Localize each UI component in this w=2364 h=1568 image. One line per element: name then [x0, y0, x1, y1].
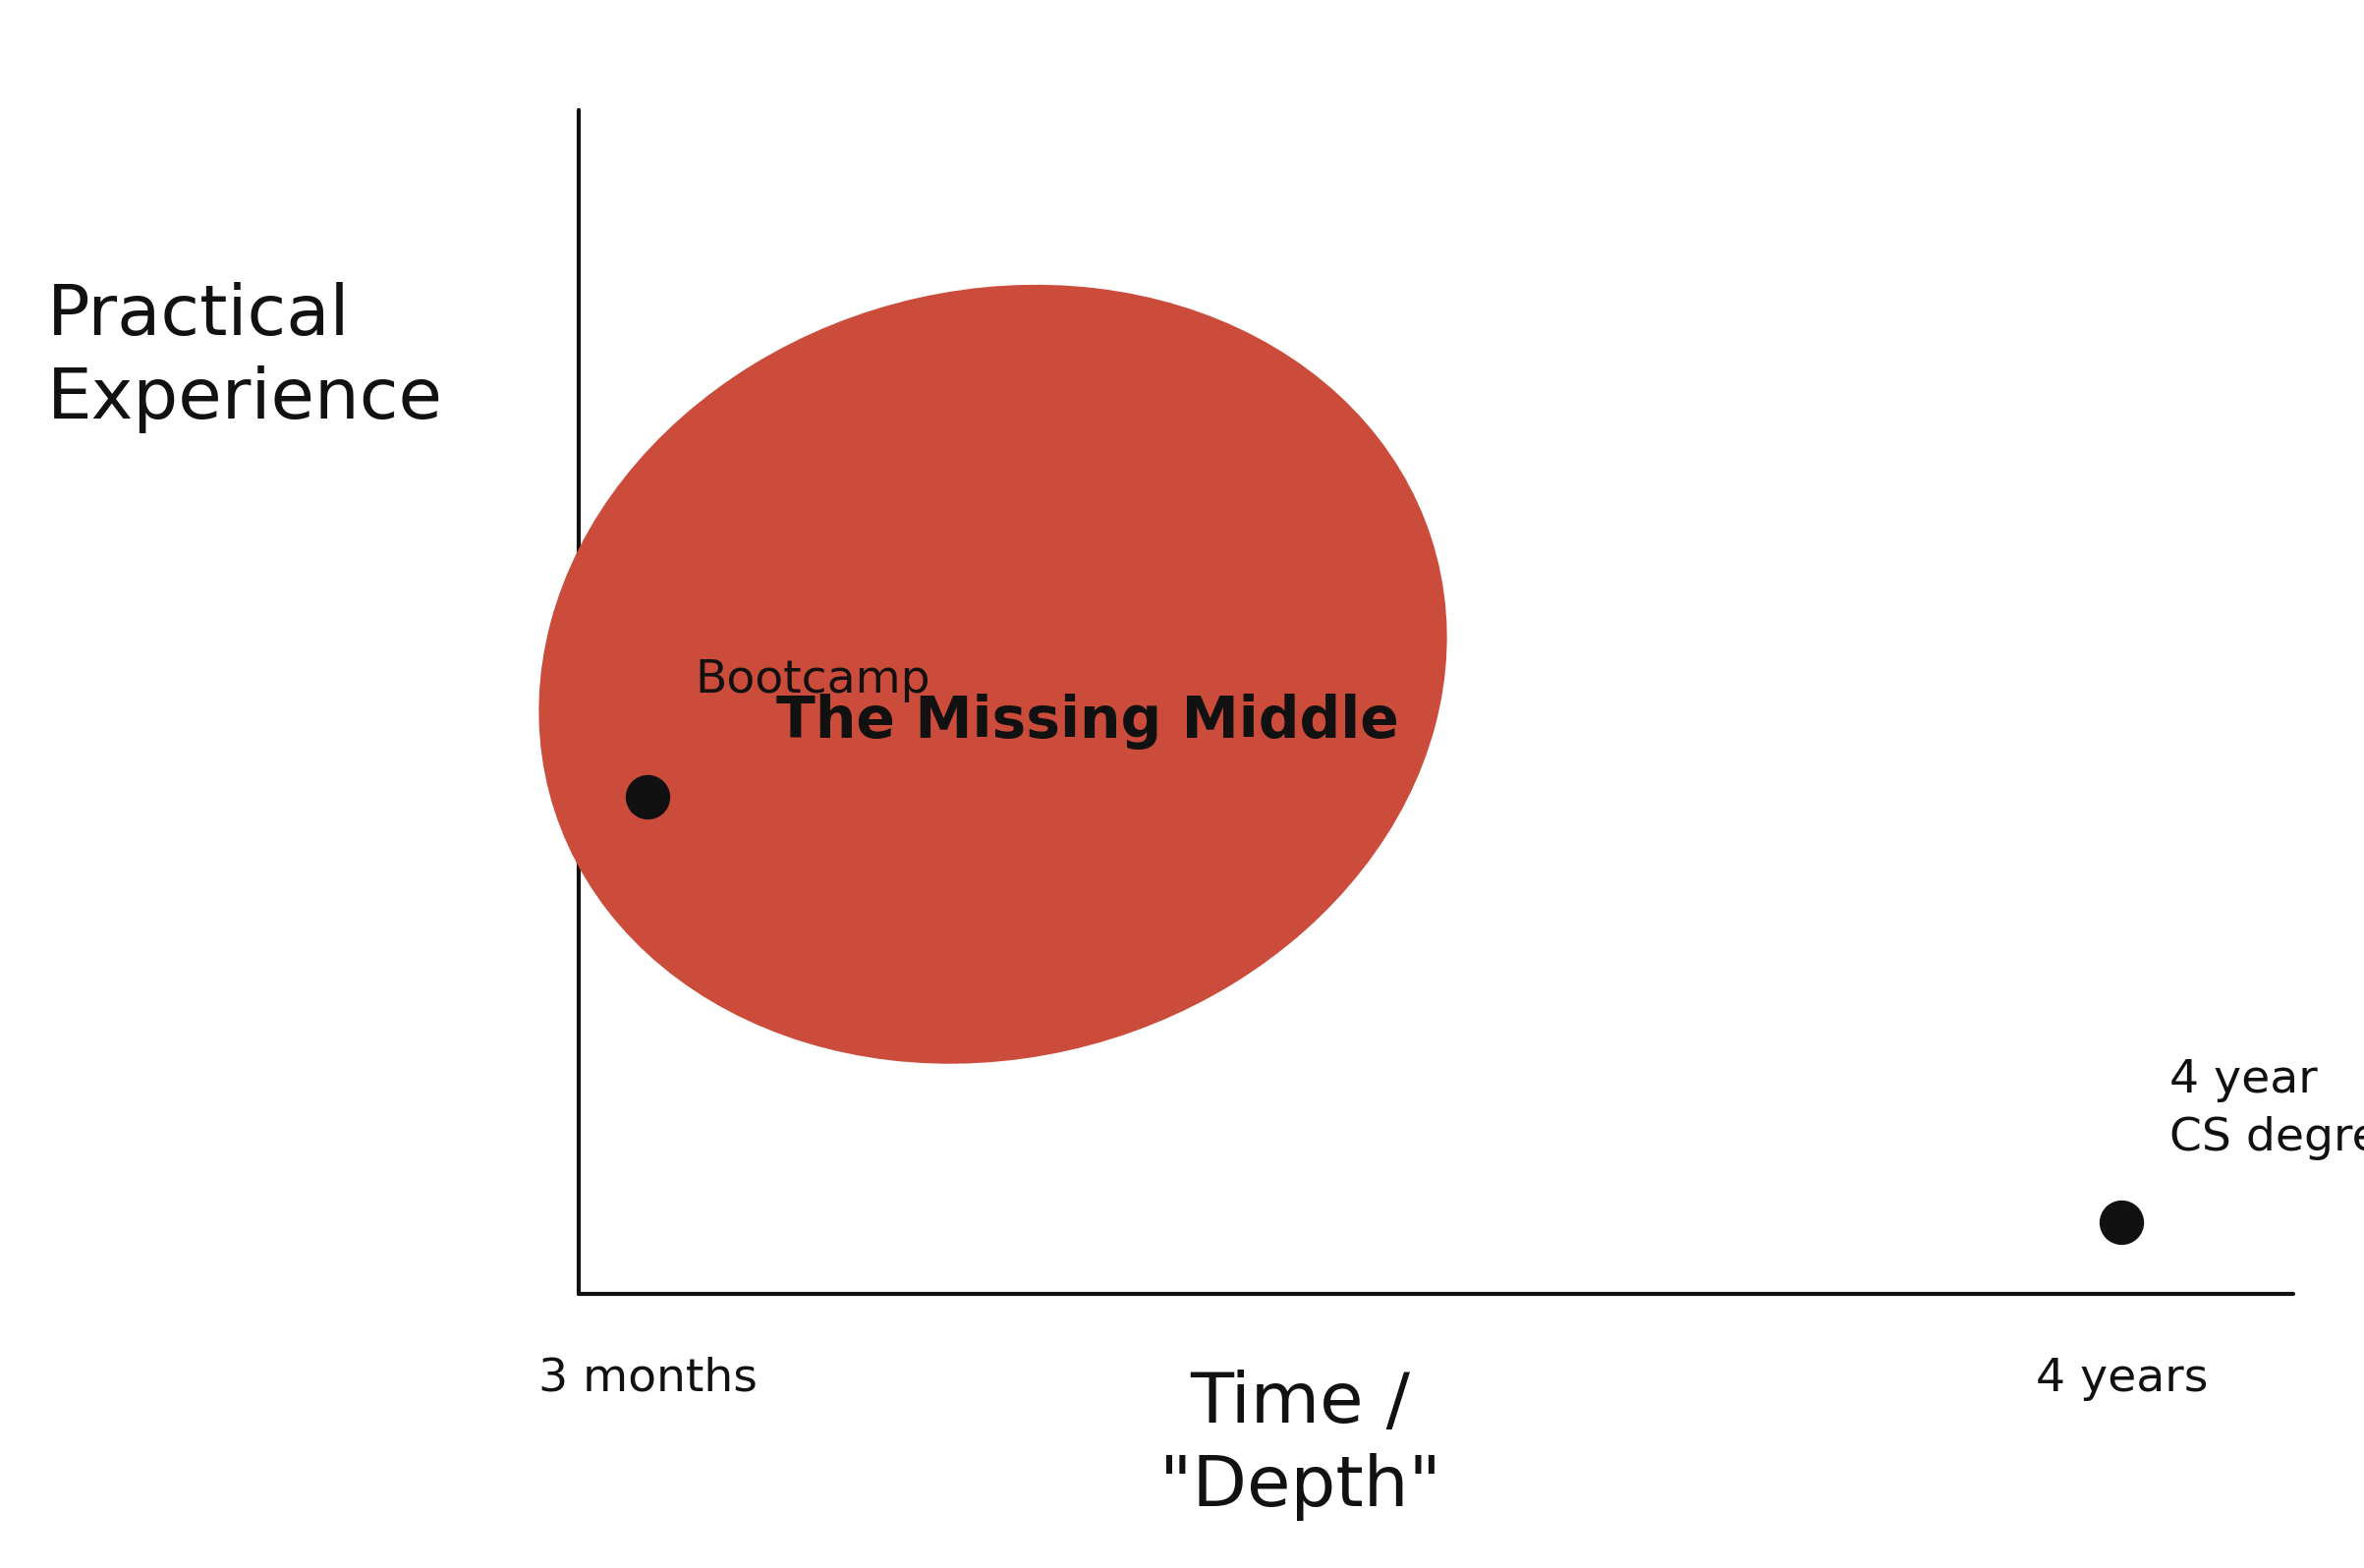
- Point: [2104, 1210, 2142, 1236]
- Text: Time /
"Depth": Time / "Depth": [1158, 1369, 1442, 1521]
- Text: 4 year
CS degree: 4 year CS degree: [2170, 1058, 2364, 1160]
- Text: Bootcamp: Bootcamp: [695, 659, 931, 702]
- Point: [629, 784, 667, 809]
- Text: 3 months: 3 months: [539, 1356, 756, 1400]
- Text: Practical
Experience: Practical Experience: [47, 282, 442, 434]
- Ellipse shape: [539, 285, 1447, 1063]
- Text: 4 years: 4 years: [2035, 1356, 2208, 1400]
- Text: The Missing Middle: The Missing Middle: [775, 693, 1399, 750]
